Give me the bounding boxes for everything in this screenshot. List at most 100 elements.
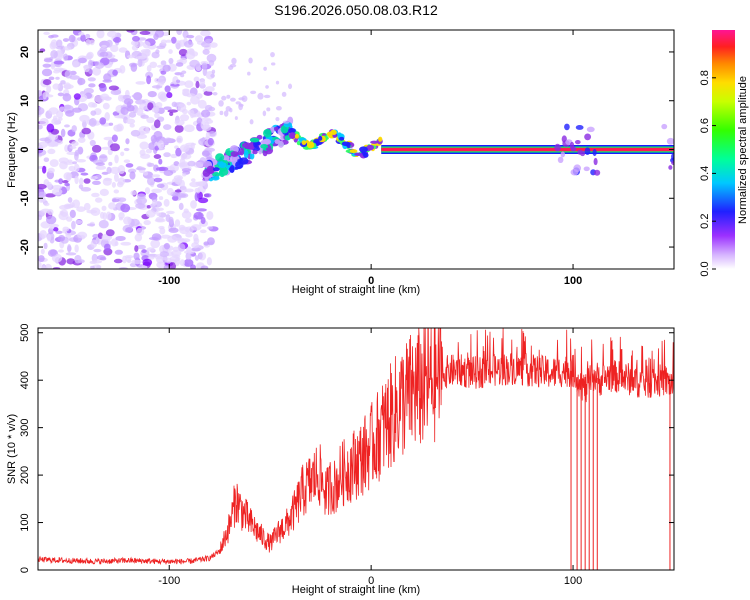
spectrogram-y-tick-label: 0 — [19, 146, 31, 152]
heat-noise-blob — [186, 48, 195, 55]
heat-noise-blob — [87, 77, 96, 82]
heat-signal-blob — [239, 147, 245, 156]
heat-noise-blob — [201, 62, 208, 71]
heat-noise-blob — [38, 106, 45, 115]
heat-noise-blob — [196, 93, 203, 99]
heat-noise-blob — [62, 226, 70, 232]
heat-noise-blob — [68, 34, 76, 43]
heat-noise-blob — [39, 118, 49, 126]
heat-noise-blob — [163, 198, 170, 207]
heat-noise-blob — [156, 212, 162, 217]
heat-noise-blob — [157, 140, 165, 150]
heat-noise-blob — [94, 197, 103, 203]
heat-signal-blob — [229, 165, 235, 173]
heat-noise-blob — [206, 156, 212, 161]
heat-tone-blob — [577, 149, 583, 155]
heat-noise-blob — [42, 92, 48, 100]
heat-noise-blob — [140, 153, 151, 159]
heat-noise-blob — [226, 94, 231, 99]
heat-noise-blob — [182, 88, 190, 93]
heat-noise-blob — [56, 39, 63, 48]
heat-noise-blob — [207, 226, 214, 230]
heat-noise-blob — [123, 159, 131, 164]
heat-noise-blob — [200, 216, 206, 225]
heat-noise-blob — [46, 123, 55, 133]
heat-noise-blob — [234, 116, 238, 120]
heat-noise-blob — [171, 101, 178, 108]
heat-noise-blob — [105, 229, 115, 237]
colorbar-tick-label: 0.4 — [699, 166, 711, 181]
heat-noise-blob — [43, 58, 53, 63]
heat-tone-band-core — [381, 147, 674, 152]
heat-noise-blob — [149, 61, 158, 69]
heat-noise-blob — [193, 233, 199, 242]
heat-noise-blob — [71, 141, 79, 147]
snr-y-tick-label: 200 — [19, 466, 31, 484]
heat-noise-blob — [190, 142, 195, 150]
heat-noise-blob — [66, 258, 76, 265]
heat-noise-blob — [185, 252, 192, 260]
heat-noise-blob — [166, 187, 174, 196]
heat-noise-blob — [180, 238, 191, 243]
heat-noise-blob — [96, 30, 105, 39]
heat-noise-blob — [147, 256, 155, 260]
heat-noise-blob — [281, 91, 287, 97]
heat-noise-blob — [166, 92, 173, 99]
heat-noise-blob — [78, 57, 87, 64]
heat-noise-blob — [77, 137, 86, 143]
heat-noise-blob — [139, 30, 151, 36]
heat-noise-blob — [95, 165, 107, 170]
heat-noise-blob — [112, 37, 122, 43]
heat-noise-blob — [177, 192, 189, 199]
heat-noise-blob — [85, 52, 93, 60]
heat-noise-blob — [249, 119, 254, 125]
heat-noise-blob — [83, 178, 91, 184]
heat-noise-blob — [145, 209, 156, 218]
heat-noise-blob — [60, 209, 69, 217]
heat-signal-blob — [363, 152, 369, 158]
heat-noise-blob — [238, 103, 244, 107]
heat-noise-blob — [80, 187, 92, 192]
heat-noise-blob — [38, 124, 43, 130]
heat-noise-blob — [175, 62, 184, 67]
heat-noise-blob — [38, 191, 47, 198]
heat-noise-blob — [49, 249, 57, 256]
heat-noise-blob — [153, 154, 162, 159]
heat-noise-blob — [136, 107, 144, 116]
heat-noise-blob — [180, 185, 187, 193]
heat-noise-blob — [183, 258, 194, 267]
heat-noise-blob — [41, 68, 53, 77]
heat-noise-blob — [97, 49, 107, 58]
heat-noise-blob — [195, 80, 200, 89]
heat-noise-blob — [78, 31, 85, 36]
heat-noise-blob — [89, 260, 97, 265]
heat-noise-blob — [64, 69, 73, 79]
heat-noise-blob — [53, 69, 60, 74]
heat-noise-blob — [181, 210, 192, 219]
heat-noise-blob — [168, 216, 174, 225]
heat-noise-blob — [270, 52, 275, 58]
heat-signal-blob — [249, 137, 260, 143]
heat-noise-blob — [148, 236, 159, 241]
heat-noise-blob — [183, 40, 194, 48]
heat-noise-blob — [72, 107, 82, 113]
heat-noise-blob — [199, 229, 207, 234]
heat-noise-blob — [46, 85, 52, 93]
heat-noise-blob — [142, 171, 149, 176]
heat-noise-blob — [91, 192, 100, 198]
spectrogram-x-tick-label: 0 — [368, 275, 374, 287]
heat-noise-blob — [162, 124, 172, 130]
heat-noise-blob — [38, 183, 47, 190]
heat-noise-blob — [43, 157, 50, 163]
heat-noise-blob — [287, 83, 293, 90]
heat-noise-blob — [39, 48, 46, 53]
heat-noise-blob — [191, 178, 196, 183]
heat-noise-blob — [123, 98, 134, 105]
heat-signal-blob — [370, 140, 379, 144]
heat-noise-blob — [98, 154, 108, 163]
heat-noise-blob — [206, 210, 214, 220]
heat-noise-blob — [168, 227, 179, 233]
heat-noise-blob — [63, 46, 72, 51]
heat-noise-blob — [101, 205, 107, 211]
